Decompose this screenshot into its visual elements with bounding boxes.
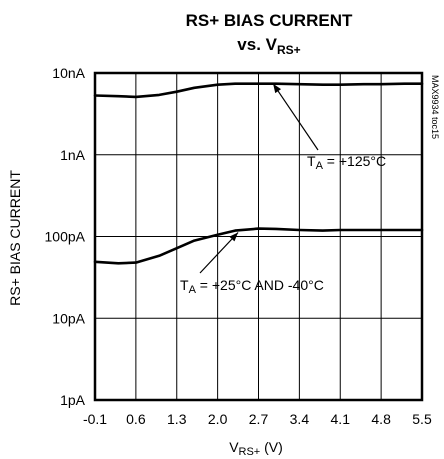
x-tick-label: -0.1 [83, 411, 107, 427]
y-tick-labels: 1pA 10pA 100pA 1nA 10nA [45, 65, 86, 408]
annotation-arrow-line [272, 83, 319, 151]
x-tick-label: 3.4 [290, 411, 310, 427]
x-tick-label: 0.6 [126, 411, 146, 427]
series-line-2 [93, 227, 424, 265]
annotation-arrow-head [273, 83, 282, 94]
x-tick-label: 4.8 [371, 411, 391, 427]
chart-title-line2-prefix: vs. V [237, 35, 277, 54]
series-group [93, 82, 424, 265]
annotation-arrow-head [229, 232, 239, 242]
annotation-label: TA = +25°C AND -40°C [180, 277, 324, 296]
side-code: MAX9934 toc15 [430, 75, 440, 139]
x-axis-label-main: V [229, 439, 239, 455]
annotation-arrow-line [199, 232, 239, 274]
x-axis-label-suffix: (V) [260, 439, 283, 455]
y-axis-label: RS+ BIAS CURRENT [7, 170, 23, 306]
y-tick-label: 100pA [45, 229, 86, 245]
x-tick-labels: -0.1 0.6 1.3 2.0 2.7 3.4 4.1 4.8 5.5 [83, 411, 432, 427]
grid [95, 73, 422, 400]
y-tick-label: 10pA [52, 310, 85, 326]
x-tick-label: 2.0 [208, 411, 228, 427]
series-line-1 [93, 82, 424, 99]
x-tick-label: 4.1 [331, 411, 351, 427]
y-tick-label: 1nA [60, 147, 86, 163]
x-axis-label: VRS+ (V) [229, 439, 283, 458]
x-tick-label: 5.5 [412, 411, 432, 427]
y-tick-label: 10nA [52, 65, 85, 81]
x-tick-label: 2.7 [249, 411, 269, 427]
y-tick-label: 1pA [60, 392, 86, 408]
chart-title-line2-sub: RS+ [277, 43, 301, 57]
plot-frame [93, 71, 424, 402]
chart-title-line1: RS+ BIAS CURRENT [186, 11, 353, 30]
annotation-label: TA = +125°C [307, 153, 386, 172]
annotations: TA = +125°C TA = +25°C AND -40°C [180, 83, 386, 296]
chart-title-line2: vs. VRS+ [237, 35, 300, 57]
x-tick-label: 1.3 [167, 411, 187, 427]
x-axis-label-sub: RS+ [239, 446, 261, 458]
